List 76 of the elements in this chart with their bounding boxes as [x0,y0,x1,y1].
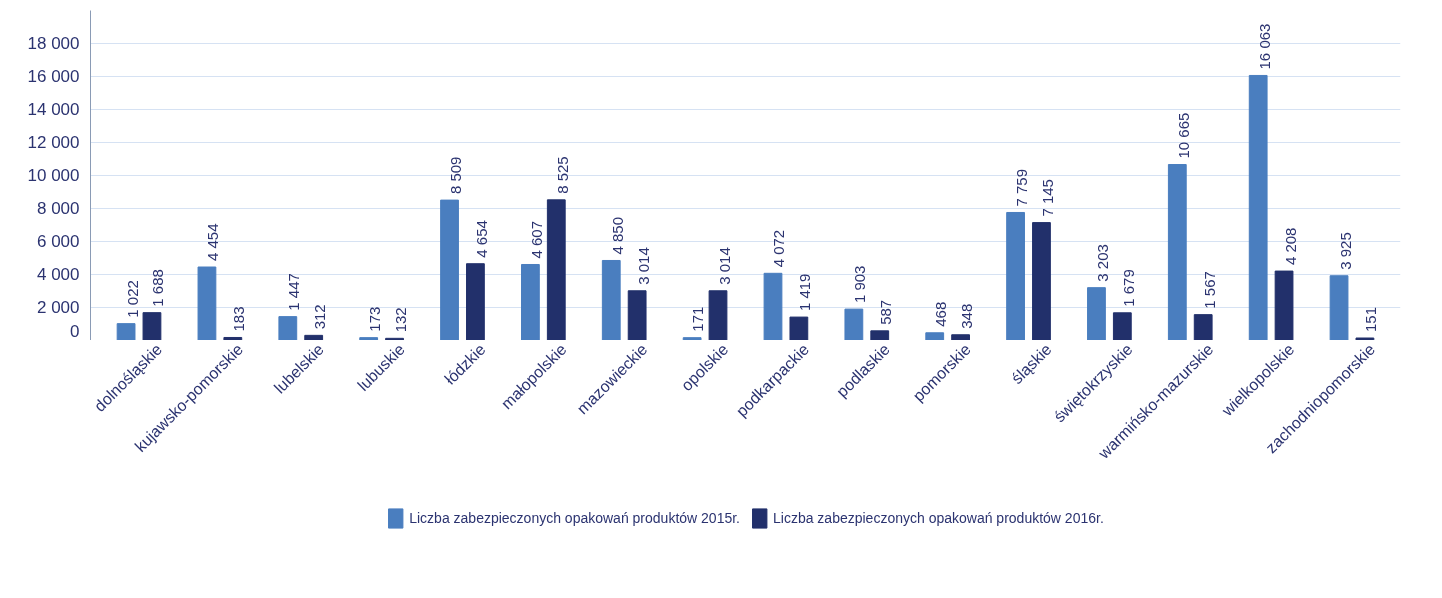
data-label: 7 145 [1038,179,1056,217]
data-label: 171 [689,306,707,332]
bar [142,312,162,340]
y-tick-label: 18 000 [27,34,80,53]
legend-label: Liczba zabezpieczonych opakowań produktów 2015r. [409,510,740,526]
data-label: 183 [229,306,247,332]
bar [1112,312,1132,340]
bar [1087,287,1106,340]
data-label: 3 203 [1093,244,1111,282]
data-label: 3 014 [634,247,652,285]
data-label: 8 525 [553,156,571,194]
data-label: 312 [310,304,328,330]
bar [682,337,702,340]
bar [1355,337,1375,340]
data-label: 1 419 [796,273,814,312]
data-label: 8 509 [447,156,465,195]
data-label: 1 567 [1200,271,1218,309]
y-tick-label: 4 000 [36,265,80,284]
y-tick-label: 10 000 [27,166,80,185]
data-label: 151 [1361,306,1379,333]
data-label: 4 850 [608,216,626,255]
y-tick-label: 0 [70,321,80,341]
data-label: 4 454 [204,223,222,262]
bar [440,199,459,340]
bar [789,316,809,340]
data-label: 7 759 [1013,168,1031,207]
bar [1006,211,1025,340]
bar [546,199,566,340]
bar [304,334,324,340]
bar [466,263,485,340]
bar [1329,275,1349,340]
data-label: 132 [391,307,409,333]
data-label: 4 072 [770,229,788,268]
bar [223,336,243,340]
y-tick-label: 8 000 [36,199,80,218]
data-label: 348 [957,303,975,329]
bar [278,316,298,340]
data-label: 3 014 [715,247,733,285]
bar [627,290,647,340]
bar [1032,222,1051,340]
data-label: 587 [876,299,894,325]
bar [1274,270,1294,340]
bar [521,263,540,340]
y-tick-label: 6 000 [36,232,80,251]
bar [116,323,136,340]
data-label: 1 688 [149,269,167,307]
y-tick-label: 14 000 [27,100,80,119]
bar [1167,164,1187,340]
bar [359,337,379,340]
data-label: 468 [931,301,949,327]
legend-label: Liczba zabezpieczonych opakowań produktów 2016r. [773,510,1104,526]
data-label: 16 063 [1255,23,1273,70]
data-label: 3 925 [1336,232,1354,270]
bar [601,259,621,340]
data-label: 4 208 [1281,227,1299,266]
data-label: 1 447 [285,273,303,311]
y-tick-label: 12 000 [27,133,80,152]
data-label: 1 022 [123,280,141,318]
y-tick-label: 2 000 [36,298,80,317]
bar [951,334,970,340]
data-label: 1 903 [851,265,869,304]
bar [870,330,890,340]
bar [844,308,864,340]
data-label: 4 607 [527,220,545,259]
bar [197,266,217,340]
data-label: 173 [365,306,383,332]
data-label: 1 679 [1119,269,1137,307]
data-label: 10 665 [1174,112,1192,159]
bar [1248,74,1268,340]
bar [925,332,945,340]
bar [1193,314,1213,340]
bar [385,337,404,340]
bar [708,290,728,340]
bar [763,272,783,340]
data-label: 4 654 [472,220,490,258]
y-tick-label: 16 000 [27,67,80,86]
